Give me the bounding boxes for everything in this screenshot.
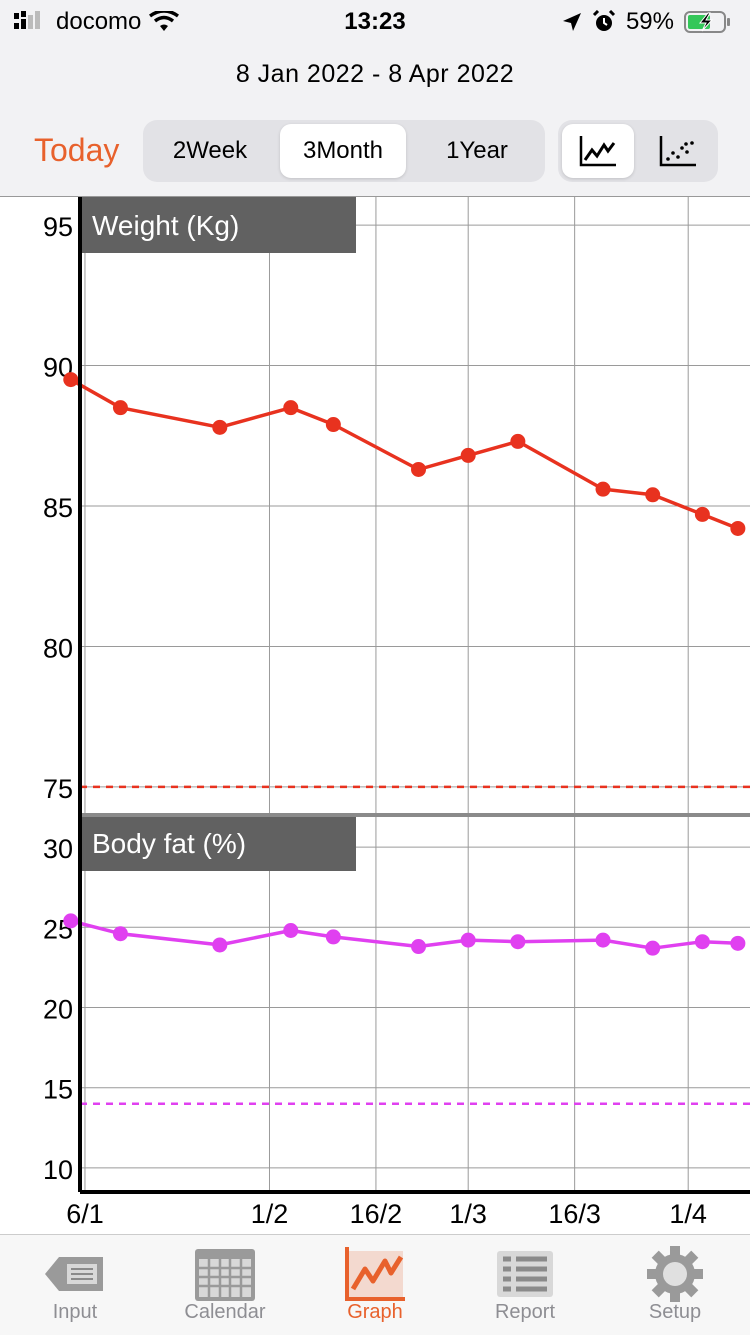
bodyfat-data-point [510,934,526,950]
tab-setup[interactable]: Setup [600,1235,750,1335]
gear-icon [647,1246,703,1302]
today-button[interactable]: Today [34,132,120,168]
panel-divider [80,813,750,817]
weight-ytick-label: 75 [43,774,73,804]
xtick-label: 1/2 [251,1199,289,1229]
location-arrow-icon [562,13,581,31]
weight-data-point [460,447,476,463]
bodyfat-data-point [595,932,611,948]
signal-icon [14,11,40,29]
battery-percent: 59% [625,8,674,35]
bodyfat-ytick-label: 10 [43,1155,73,1185]
chart-area: 95 90 85 80 75 Weight (Kg) 30 25 20 15 10 Body fat … [0,196,750,1235]
tab-calendar[interactable]: Calendar [150,1235,300,1335]
xtick-label: 6/1 [66,1199,104,1229]
weight-data-point [595,481,611,497]
alarm-icon [592,10,616,31]
tab-graph-label: Graph [347,1301,403,1323]
view-mode-segmented-control [558,120,718,182]
weight-ytick-label: 95 [43,212,73,242]
tab-input[interactable]: Input [0,1235,150,1335]
bodyfat-data-point [411,939,427,955]
bodyfat-chart-title: Body fat (%) [92,828,246,859]
weight-data-point [63,372,79,388]
bodyfat-series-line [69,919,738,950]
weight-title-box [82,197,356,253]
bodyfat-title-box [82,815,356,871]
weight-data-point [510,433,526,449]
battery-charging-icon [684,11,730,33]
scatter-chart-icon [659,136,696,167]
xtick-label: 1/4 [669,1199,707,1229]
bodyfat-data-point [694,934,710,950]
tab-report-label: Report [494,1301,556,1323]
weight-chart-title: Weight (Kg) [92,210,239,241]
bodyfat-data-point [645,940,661,956]
range-segmented-control: 2Week 3Month 1Year [143,120,545,182]
weight-data-point [112,400,128,416]
range-2week-option[interactable]: 2Week [172,137,248,164]
line-chart-icon [579,136,616,167]
graph-toolbar: Today 2Week 3Month 1Year [0,118,750,186]
weight-data-point [325,417,341,433]
status-left: docomo [14,8,180,36]
bodyfat-ytick-label: 20 [43,995,73,1025]
bodyfat-ytick-label: 30 [43,834,73,864]
bodyfat-ytick-label: 15 [43,1075,73,1105]
tab-setup-label: Setup [648,1301,702,1323]
scatter-view-button[interactable] [642,124,714,178]
bodyfat-data-point [283,923,299,939]
graph-icon [345,1247,405,1301]
xtick-label: 16/3 [548,1199,601,1229]
weight-data-point [212,419,228,435]
tab-graph[interactable]: Graph [300,1235,450,1335]
bodyfat-data-point [730,935,746,951]
range-3month-option[interactable]: 3Month [280,124,406,178]
wifi-icon [149,11,180,31]
input-icon [45,1257,103,1291]
bodyfat-data-point [460,932,476,948]
weight-data-point [645,487,661,503]
status-right: 59% [562,8,732,36]
date-range-label: 8 Jan 2022 - 8 Apr 2022 [235,60,515,88]
tab-input-label: Input [52,1301,98,1323]
xtick-label: 16/2 [350,1199,403,1229]
weight-data-point [694,506,710,522]
bodyfat-data-point [325,929,341,945]
line-view-button[interactable] [562,124,634,178]
bodyfat-data-point [112,926,128,942]
carrier-name: docomo [56,8,142,35]
bodyfat-data-point [63,913,79,929]
calendar-icon [195,1249,255,1301]
range-1year-option[interactable]: 1Year [446,137,508,164]
tab-bar: Input Calendar Graph Report [0,1234,750,1335]
tab-report[interactable]: Report [450,1235,600,1335]
weight-ytick-label: 85 [43,493,73,523]
report-icon [497,1251,553,1297]
weight-ytick-label: 80 [43,633,73,663]
status-bar: docomo 13:23 59% [0,0,750,44]
weight-data-point [730,520,746,536]
clock: 13:23 [344,8,406,35]
tab-calendar-label: Calendar [184,1301,266,1323]
xtick-label: 1/3 [449,1199,487,1229]
weight-data-point [411,461,427,477]
weight-data-point [283,400,299,416]
bodyfat-data-point [212,937,228,953]
